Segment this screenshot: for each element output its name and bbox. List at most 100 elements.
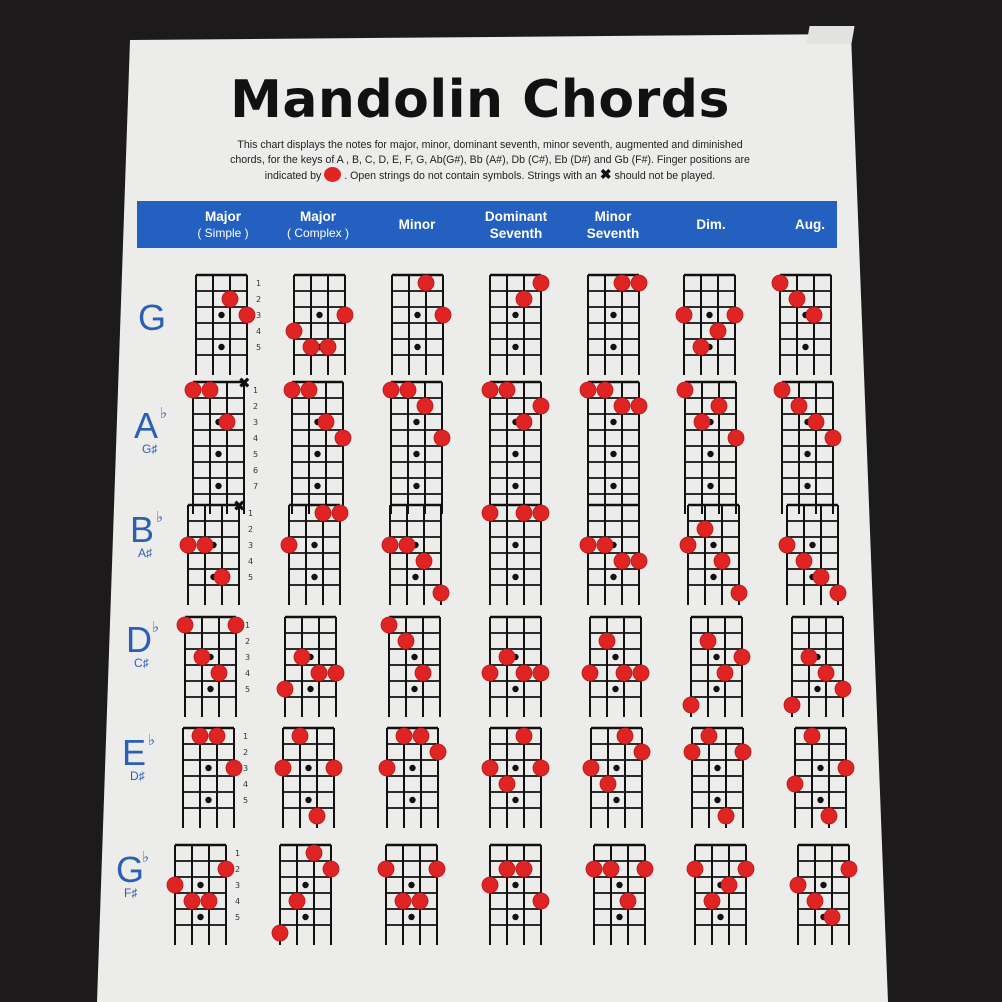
fret-number: 4 [235,897,240,906]
finger-dot [213,568,231,586]
chord-diagram: 1 2 3 4 5 [182,726,248,828]
fret-marker [707,450,714,458]
flat-symbol: ♭ [152,619,160,636]
chord-diagram: 1 2 3 4 5 [195,273,261,375]
column-header-label: Dim. [696,217,726,232]
finger-dot [733,648,751,666]
finger-dot [319,338,337,356]
column-header: Major( Complex ) [268,201,368,248]
fret-marker [512,541,519,549]
finger-dot [378,759,396,777]
fret-marker [512,450,519,458]
fret-number: 4 [243,780,248,789]
finger-dot [184,381,202,399]
chord-diagram [481,843,550,945]
flat-symbol: ♭ [160,405,168,422]
key-name: G [116,849,145,890]
column-header-sublabel: Seventh [586,225,640,241]
finger-dot [579,536,597,554]
finger-dot [676,381,694,399]
finger-dot [300,381,318,399]
enharmonic-key: G♯ [142,442,158,456]
key-label: E ♭ D♯ [122,732,155,783]
finger-dot [498,860,516,878]
finger-dot [196,536,214,554]
fret-marker [610,311,617,319]
finger-dot [636,860,654,878]
finger-dot [166,876,184,894]
finger-dot [334,429,352,447]
finger-dot [778,536,796,554]
description-line-2: chords, for the keys of A , B, C, D, E, … [230,153,750,166]
chord-diagram: 1 2 3 4 5 [166,843,240,945]
finger-dot [596,381,614,399]
fret-number: 4 [248,557,253,566]
column-header-label: Minor [398,217,436,232]
finger-dot [598,632,616,650]
column-header: Aug. [760,201,860,248]
chord-diagram [489,273,550,375]
fret-number: 7 [253,482,258,491]
column-header-label: Dominant [484,208,548,224]
fret-marker [610,343,617,351]
finger-dot [322,860,340,878]
fret-marker [512,685,519,693]
poster-curl [806,26,855,44]
finger-dot [271,924,289,942]
fret-marker [610,418,617,426]
finger-dot [276,680,294,698]
fret-marker [802,343,809,351]
chord-diagram [381,503,450,605]
finger-dot [532,759,550,777]
finger-dot [515,664,533,682]
finger-dot [227,616,245,634]
column-header-label: Major [299,208,336,224]
finger-dot [581,664,599,682]
chord-type-header: Major( Simple ) Major( Complex ) Minor Domi… [137,201,837,248]
finger-dot [582,759,600,777]
description-line-3: indicated by . Open strings do not conta… [175,167,805,184]
finger-dot [201,381,219,399]
finger-dot [807,413,825,431]
chord-diagram [683,726,752,828]
fret-marker [215,450,222,458]
key-label: B ♭ A♯ [130,509,163,560]
chord-diagram [771,273,832,375]
chord-diagram [280,503,349,605]
fret-marker [610,450,617,458]
finger-dot [336,306,354,324]
column-header: Dominant Seventh [466,201,566,248]
fret-marker [314,482,321,490]
finger-dot [713,552,731,570]
key-name: B [130,509,155,550]
muted-x-icon: ✖ [599,166,612,182]
fret-marker [616,913,623,921]
finger-dot [699,632,717,650]
fret-marker [316,311,323,319]
finger-dot [817,664,835,682]
key-label: D ♭ C♯ [126,619,159,670]
finger-dot [412,727,430,745]
finger-dot [788,290,806,308]
finger-dot [783,696,801,714]
chord-diagram [585,843,654,945]
muted-string-x-icon: ✖ [238,374,251,392]
finger-dot [727,429,745,447]
fret-number: 5 [256,343,261,352]
fret-marker [413,418,420,426]
finger-dot [710,397,728,415]
fret-marker [218,343,225,351]
fret-marker [307,685,314,693]
fret-marker [610,573,617,581]
fret-marker [413,450,420,458]
finger-dot [703,892,721,910]
fret-number: 4 [245,669,250,678]
finger-dot [837,759,855,777]
finger-dot [823,908,841,926]
finger-dot [599,775,617,793]
column-header-label: Minor [594,208,632,224]
fret-marker [512,796,519,804]
finger-dot [498,648,516,666]
finger-dot [726,306,744,324]
finger-dot [308,807,326,825]
